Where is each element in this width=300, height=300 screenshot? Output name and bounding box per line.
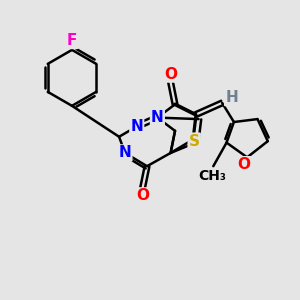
Text: O: O [136,188,149,203]
Text: O: O [164,67,177,82]
Text: O: O [237,157,250,172]
Text: S: S [189,134,200,149]
Text: N: N [130,119,143,134]
Text: N: N [151,110,164,125]
Text: N: N [118,146,131,160]
Text: F: F [67,33,77,48]
Text: CH₃: CH₃ [198,169,226,183]
Text: H: H [225,90,238,105]
